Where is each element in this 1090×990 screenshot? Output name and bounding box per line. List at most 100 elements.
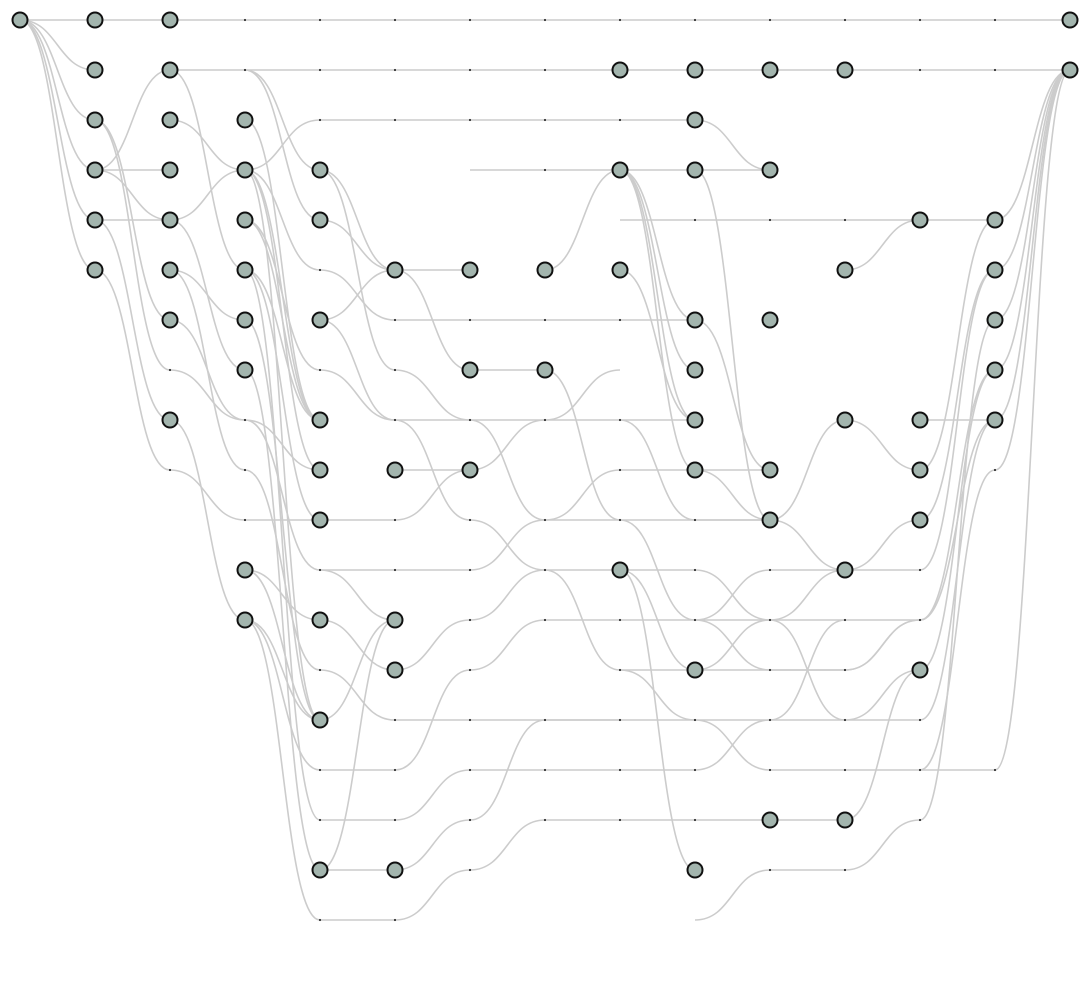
edge: [320, 369, 621, 521]
graph-node: [1061, 61, 1079, 79]
graph-node: [311, 411, 329, 429]
graph-node: [686, 461, 704, 479]
edge-waypoint: [543, 418, 547, 422]
edge-waypoint: [693, 768, 697, 772]
graph-node: [236, 311, 254, 329]
waypoints-layer: [168, 18, 997, 922]
graph-node: [986, 261, 1004, 279]
edge-waypoint: [618, 768, 622, 772]
edge-waypoint: [918, 618, 922, 622]
edge-waypoint: [993, 768, 997, 772]
edge-waypoint: [993, 68, 997, 72]
edge-waypoint: [918, 818, 922, 822]
edge-waypoint: [768, 568, 772, 572]
edge-waypoint: [468, 518, 472, 522]
edge: [244, 119, 321, 421]
graph-node: [911, 511, 929, 529]
edge: [994, 69, 1071, 221]
edge-waypoint: [468, 568, 472, 572]
edge-waypoint: [393, 768, 397, 772]
edge-waypoint: [618, 818, 622, 822]
edge-waypoint: [393, 318, 397, 322]
graph-node: [761, 161, 779, 179]
edge: [19, 19, 96, 171]
graph-node: [986, 411, 1004, 429]
edge-waypoint: [318, 568, 322, 572]
edge-waypoint: [393, 918, 397, 922]
edge-waypoint: [768, 868, 772, 872]
edge: [244, 569, 321, 621]
graph-node: [386, 661, 404, 679]
edge-waypoint: [918, 18, 922, 22]
graph-node: [11, 11, 29, 29]
edge: [619, 169, 771, 521]
edge-waypoint: [993, 18, 997, 22]
edge-waypoint: [693, 618, 697, 622]
graph-node: [611, 261, 629, 279]
edge: [544, 169, 621, 271]
graph-node: [461, 261, 479, 279]
edge: [619, 269, 696, 421]
edge: [244, 269, 321, 421]
graph-node: [236, 361, 254, 379]
graph-node: [236, 161, 254, 179]
graph-node: [836, 61, 854, 79]
edge-waypoint: [243, 518, 247, 522]
graph-node: [236, 611, 254, 629]
graph-node: [236, 261, 254, 279]
edge: [244, 269, 321, 521]
edge-waypoint: [618, 318, 622, 322]
graph-node: [386, 611, 404, 629]
edge: [94, 219, 171, 421]
edge-waypoint: [393, 68, 397, 72]
edge: [694, 269, 996, 671]
graph-node: [536, 361, 554, 379]
graph-node: [611, 61, 629, 79]
edge-waypoint: [543, 618, 547, 622]
graph-node: [836, 261, 854, 279]
graph-node: [686, 61, 704, 79]
graph-node: [236, 211, 254, 229]
edge-waypoint: [693, 568, 697, 572]
edge-waypoint: [543, 18, 547, 22]
edge-waypoint: [993, 468, 997, 472]
edge: [844, 419, 921, 471]
edge: [244, 219, 695, 421]
graph-node: [311, 461, 329, 479]
edge-waypoint: [318, 118, 322, 122]
edge-waypoint: [393, 118, 397, 122]
edge-waypoint: [843, 868, 847, 872]
graph-node: [686, 661, 704, 679]
edge-waypoint: [468, 318, 472, 322]
edge: [619, 669, 921, 721]
graph-node: [386, 261, 404, 279]
edge: [169, 169, 246, 221]
edge: [319, 269, 396, 321]
edge-waypoint: [393, 518, 397, 522]
edge-waypoint: [318, 768, 322, 772]
edge-waypoint: [768, 718, 772, 722]
edge: [244, 319, 321, 721]
edge-waypoint: [843, 618, 847, 622]
edge-waypoint: [693, 818, 697, 822]
edge-waypoint: [543, 768, 547, 772]
graph-node: [836, 811, 854, 829]
edge-waypoint: [918, 68, 922, 72]
edge-waypoint: [318, 68, 322, 72]
edge: [994, 69, 1071, 371]
graph-node: [386, 461, 404, 479]
edge-waypoint: [168, 368, 172, 372]
graph-node: [911, 411, 929, 429]
graph-node: [611, 561, 629, 579]
edge: [319, 619, 396, 871]
edge-waypoint: [393, 18, 397, 22]
graph-node: [986, 361, 1004, 379]
edge-waypoint: [468, 868, 472, 872]
edge: [94, 69, 171, 171]
edge-waypoint: [843, 18, 847, 22]
edge-waypoint: [243, 418, 247, 422]
graph-node: [161, 11, 179, 29]
edge-waypoint: [693, 518, 697, 522]
edge-waypoint: [618, 718, 622, 722]
